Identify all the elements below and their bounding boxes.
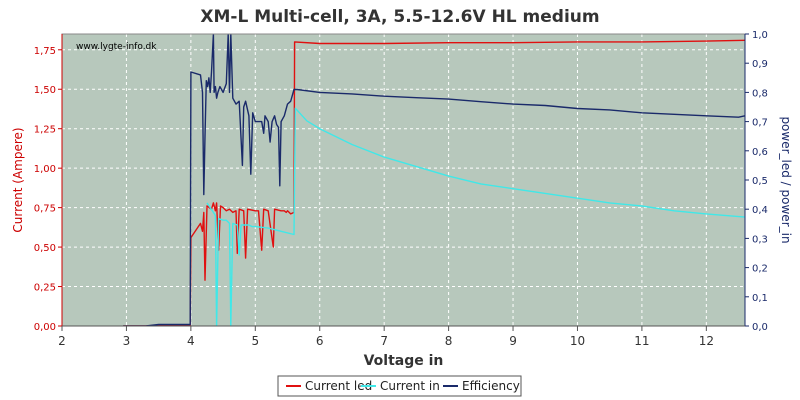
y-left-tick-label: 0,75 <box>34 204 56 215</box>
plot-area <box>62 34 745 326</box>
y-right-tick-label: 0,0 <box>752 322 768 333</box>
legend: Current led Current in Efficiency <box>277 375 522 397</box>
y-left-tick-label: 0,25 <box>34 283 56 294</box>
watermark: www.lygte-info.dk <box>76 42 157 52</box>
x-axis-label: Voltage in <box>364 353 444 369</box>
series-line-efficiency <box>123 34 745 326</box>
x-tick-label: 6 <box>316 334 324 348</box>
y-right-tick-label: 1,0 <box>752 30 768 41</box>
y-left-tick-label: 0,50 <box>34 243 56 254</box>
y-right-tick-label: 0,7 <box>752 118 768 129</box>
series-line-current-in <box>206 107 745 326</box>
x-axis: 2 3 4 5 6 7 8 9 10 11 12 <box>58 325 745 348</box>
x-tick-label: 10 <box>570 334 585 348</box>
x-tick-label: 2 <box>58 334 66 348</box>
y-axis-right: 0,0 0,1 0,2 0,3 0,4 0,5 0,6 0,7 0,8 0,9 1,0 <box>744 30 768 333</box>
y-right-tick-label: 0,1 <box>752 293 768 304</box>
y-right-tick-label: 0,2 <box>752 264 768 275</box>
y-axis-left: 0,00 0,25 0,50 0,75 1,00 1,25 1,50 1,75 <box>34 34 63 333</box>
x-tick-label: 3 <box>123 334 131 348</box>
x-tick-label: 7 <box>380 334 388 348</box>
x-tick-label: 11 <box>634 334 649 348</box>
y-axis-right-label: power_led / power_in <box>779 116 793 243</box>
grid <box>61 34 745 327</box>
y-right-tick-label: 0,5 <box>752 176 768 187</box>
y-left-tick-label: 1,25 <box>34 125 56 136</box>
y-right-tick-label: 0,9 <box>752 59 768 70</box>
legend-box <box>277 375 522 397</box>
legend-label: Current in <box>380 379 440 393</box>
y-left-tick-label: 1,00 <box>34 164 56 175</box>
y-right-tick-label: 0,6 <box>752 147 768 158</box>
legend-label: Efficiency <box>462 379 520 393</box>
x-tick-label: 5 <box>251 334 259 348</box>
x-tick-label: 12 <box>699 334 714 348</box>
y-axis-left-label: Current (Ampere) <box>11 127 25 232</box>
legend-label: Current led <box>305 379 372 393</box>
x-tick-label: 9 <box>509 334 517 348</box>
x-tick-label: 8 <box>445 334 453 348</box>
y-right-tick-label: 0,4 <box>752 205 768 216</box>
y-left-tick-label: 1,75 <box>34 46 56 57</box>
series-line-current-led <box>123 39 745 326</box>
chart-title: XM-L Multi-cell, 3A, 5.5-12.6V HL medium <box>200 7 599 27</box>
series-layer <box>123 34 745 326</box>
y-right-tick-label: 0,8 <box>752 88 768 99</box>
y-left-tick-label: 0,00 <box>34 322 56 333</box>
y-left-tick-label: 1,50 <box>34 85 56 96</box>
y-right-tick-label: 0,3 <box>752 234 768 245</box>
x-tick-label: 4 <box>187 334 195 348</box>
